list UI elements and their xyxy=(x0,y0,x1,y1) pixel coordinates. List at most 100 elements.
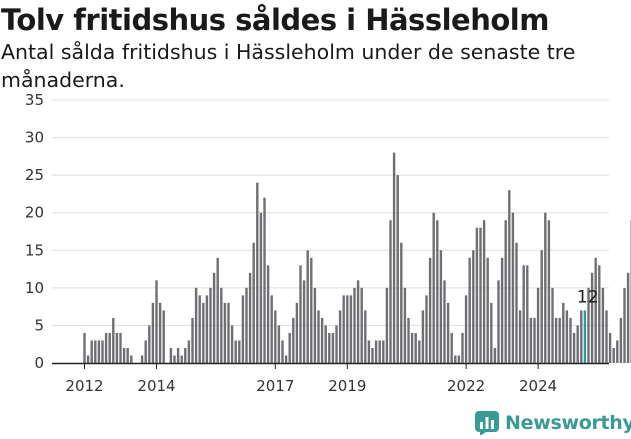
x-tick-label: 2019 xyxy=(328,377,366,395)
bar xyxy=(306,250,309,363)
labels: 0 5 10 15 20 25 30 35 2012 2014 2017 2019 2022 2024 12 xyxy=(25,91,599,395)
bar xyxy=(403,287,407,363)
bar xyxy=(259,212,263,363)
newsworthy-logo[interactable]: Newsworthy xyxy=(475,408,631,438)
bar xyxy=(274,310,277,363)
bar xyxy=(108,332,111,363)
bar xyxy=(277,325,281,363)
bar xyxy=(220,287,223,363)
bar xyxy=(158,302,162,363)
bar xyxy=(252,242,255,363)
bar xyxy=(598,265,601,363)
bar xyxy=(461,332,464,363)
bar xyxy=(450,332,453,363)
bar xyxy=(558,317,561,363)
y-tick-label: 30 xyxy=(25,129,44,147)
bar xyxy=(83,332,86,363)
highlight-value-label: 12 xyxy=(577,287,599,307)
bar xyxy=(130,355,133,363)
bar xyxy=(234,340,237,363)
bar xyxy=(605,310,608,363)
bar xyxy=(248,272,252,363)
bar xyxy=(148,325,151,363)
bar xyxy=(533,317,536,363)
bar xyxy=(155,280,158,363)
bar xyxy=(396,175,399,363)
bar xyxy=(353,287,356,363)
bar xyxy=(428,257,432,363)
bar xyxy=(173,355,176,363)
bar xyxy=(587,287,590,363)
bar xyxy=(562,302,565,363)
bar xyxy=(626,272,630,363)
x-tick-label: 2024 xyxy=(519,377,557,395)
bar xyxy=(184,347,187,363)
bar xyxy=(468,257,471,363)
bar xyxy=(414,332,417,363)
bar xyxy=(486,257,489,363)
bar xyxy=(518,310,522,363)
bar xyxy=(299,265,302,363)
bar xyxy=(529,317,533,363)
bars xyxy=(83,152,631,363)
bar xyxy=(378,340,381,363)
bar xyxy=(508,190,511,363)
bar xyxy=(115,332,119,363)
bar xyxy=(360,287,363,363)
bar xyxy=(346,295,349,363)
bar xyxy=(418,340,421,363)
bar xyxy=(281,340,284,363)
bar xyxy=(238,340,241,363)
bar xyxy=(410,332,414,363)
bar xyxy=(454,355,457,363)
y-tick-label: 10 xyxy=(25,279,44,297)
bar xyxy=(101,340,104,363)
bar xyxy=(331,332,335,363)
gridlines xyxy=(52,99,609,326)
bar xyxy=(407,317,410,363)
bar xyxy=(569,317,572,363)
bar xyxy=(338,310,342,363)
bar xyxy=(367,340,371,363)
bar xyxy=(576,325,579,363)
bar xyxy=(580,310,583,363)
bar xyxy=(526,265,529,363)
bar xyxy=(302,280,306,363)
bar xyxy=(241,295,245,363)
bar xyxy=(227,302,230,363)
bar xyxy=(400,242,403,363)
bar xyxy=(547,220,551,363)
bar xyxy=(590,272,594,363)
bar xyxy=(292,317,295,363)
bar xyxy=(144,340,147,363)
bar xyxy=(223,302,227,363)
bar xyxy=(180,355,183,363)
bar xyxy=(446,302,450,363)
x-tick-label: 2017 xyxy=(256,377,294,395)
bar xyxy=(482,220,486,363)
bar xyxy=(187,340,191,363)
bar xyxy=(191,317,194,363)
bar xyxy=(86,355,90,363)
bar xyxy=(389,220,392,363)
bar xyxy=(212,272,216,363)
bar xyxy=(504,220,507,363)
bar xyxy=(551,287,554,363)
bar xyxy=(554,317,558,363)
bar xyxy=(356,280,360,363)
bar xyxy=(317,310,320,363)
bar xyxy=(266,265,270,363)
chart-subtitle: Antal sålda fritidshus i Hässleholm unde… xyxy=(1,40,576,92)
bar xyxy=(104,332,108,363)
bar xyxy=(497,280,500,363)
bar xyxy=(619,317,623,363)
bar xyxy=(374,340,378,363)
bar xyxy=(324,325,327,363)
bar xyxy=(544,212,547,363)
newsworthy-chart-icon xyxy=(475,411,499,435)
bar xyxy=(421,310,425,363)
chart-title: Tolv fritidshus såldes i Hässleholm xyxy=(1,3,549,37)
bar xyxy=(392,152,396,363)
bar xyxy=(464,295,468,363)
